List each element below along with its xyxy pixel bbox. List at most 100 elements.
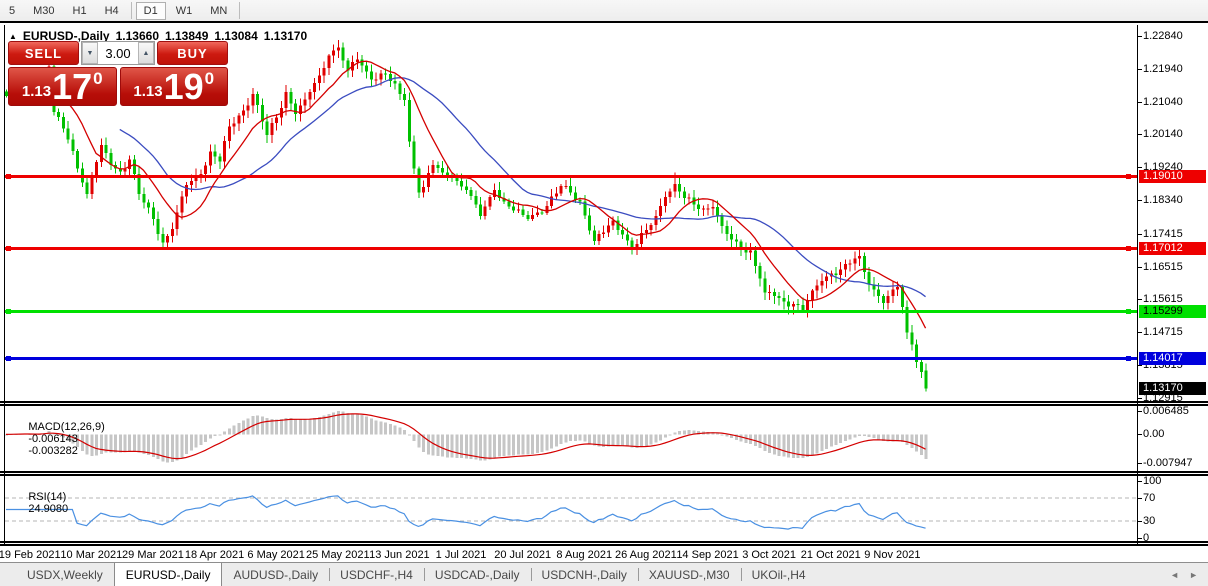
candle-body bbox=[583, 201, 587, 216]
macd-histogram-bar bbox=[346, 412, 350, 435]
candle-body bbox=[834, 273, 838, 276]
volume-input[interactable]: 3.00 bbox=[105, 45, 131, 61]
hline-anchor[interactable] bbox=[6, 246, 11, 252]
buy-button[interactable]: BUY bbox=[157, 41, 228, 65]
chart-window[interactable]: 1.22840 1.21940 1.21040 1.20140 1.19240 1.183… bbox=[0, 25, 1208, 562]
horizontal-level-line[interactable] bbox=[5, 174, 1137, 178]
tab-eurusd-daily[interactable]: EURUSD-,Daily bbox=[113, 563, 223, 586]
tab-xauusd-m30[interactable]: XAUUSD-,M30 bbox=[637, 563, 741, 586]
macd-histogram-bar bbox=[829, 434, 833, 447]
timeframe-button-d1[interactable]: D1 bbox=[135, 1, 166, 20]
candle-body bbox=[659, 206, 663, 217]
panel-separator[interactable] bbox=[0, 401, 1208, 406]
macd-histogram-bar bbox=[919, 434, 923, 456]
collapse-trade-panel-icon[interactable]: ▲ bbox=[9, 31, 17, 41]
macd-histogram-bar bbox=[204, 434, 208, 442]
candle-body bbox=[739, 241, 743, 249]
candle-body bbox=[905, 307, 909, 333]
candle-body bbox=[455, 177, 459, 181]
macd-histogram-bar bbox=[322, 415, 326, 435]
hline-anchor[interactable] bbox=[6, 355, 11, 361]
macd-indicator-canvas[interactable] bbox=[5, 406, 1136, 471]
timeframe-button-m30[interactable]: M30 bbox=[33, 4, 55, 17]
macd-histogram-bar bbox=[28, 434, 32, 436]
tabs-scroll-left-icon[interactable]: ◄ bbox=[1170, 570, 1180, 580]
timeframe-button-mn[interactable]: MN bbox=[210, 4, 228, 17]
tab-usdcnh-daily[interactable]: USDCNH-,Daily bbox=[530, 563, 638, 586]
hline-anchor[interactable] bbox=[1126, 173, 1131, 179]
candle-body bbox=[142, 194, 146, 203]
sell-price-panel[interactable]: 1.13 17 0 bbox=[8, 67, 117, 106]
macd-histogram-bar bbox=[673, 432, 677, 435]
macd-histogram-bar bbox=[488, 434, 492, 460]
macd-histogram-bar bbox=[516, 434, 520, 455]
candle-body bbox=[403, 93, 407, 101]
tab-audusd-daily[interactable]: AUDUSD-,Daily bbox=[233, 567, 319, 582]
macd-histogram-bar bbox=[332, 412, 336, 435]
hline-anchor[interactable] bbox=[1126, 308, 1131, 314]
macd-histogram-bar bbox=[109, 434, 113, 453]
timeframe-button-w1[interactable]: W1 bbox=[175, 4, 193, 17]
timeframe-button-h1[interactable]: H1 bbox=[72, 4, 87, 17]
candle-body bbox=[365, 65, 369, 72]
horizontal-level-line[interactable] bbox=[5, 356, 1137, 360]
macd-histogram-bar bbox=[734, 434, 738, 440]
hline-anchor[interactable] bbox=[1126, 246, 1131, 252]
volume-decrease-icon[interactable]: ▼ bbox=[82, 42, 98, 64]
price-axis-tick-mark bbox=[1137, 332, 1142, 334]
tab-usdchf-h4[interactable]: USDCHF-,H4 bbox=[329, 563, 424, 586]
tab-ukoil-h4[interactable]: UKOil-,H4 bbox=[740, 563, 817, 586]
tab-usdcad-daily[interactable]: USDCAD-,Daily bbox=[423, 563, 531, 586]
rsi-name: RSI(14) bbox=[28, 491, 67, 503]
panel-separator[interactable] bbox=[0, 541, 1208, 546]
panel-separator[interactable] bbox=[0, 471, 1208, 476]
candle-body bbox=[630, 240, 634, 250]
macd-histogram-bar bbox=[464, 434, 468, 459]
date-axis-label: 8 Aug 2021 bbox=[556, 549, 613, 561]
candle-body bbox=[237, 115, 241, 124]
candle-body bbox=[132, 159, 136, 174]
sell-button[interactable]: SELL bbox=[8, 41, 79, 65]
candle-body bbox=[758, 265, 762, 279]
date-axis-label: 6 May 2021 bbox=[247, 549, 305, 561]
candle-body bbox=[218, 156, 222, 162]
candle-body bbox=[327, 55, 331, 68]
tab-usdx-weekly[interactable]: USDX,Weekly bbox=[27, 567, 103, 582]
macd-histogram-bar bbox=[659, 434, 663, 441]
candle-body bbox=[678, 183, 682, 192]
macd-histogram-bar bbox=[279, 419, 283, 435]
candle-body bbox=[488, 197, 492, 207]
candle-body bbox=[502, 197, 506, 202]
candle-body bbox=[578, 199, 582, 202]
macd-histogram-bar bbox=[630, 434, 634, 448]
candle-body bbox=[123, 169, 127, 172]
candle-body bbox=[90, 177, 94, 195]
timeframe-button-5[interactable]: 5 bbox=[9, 4, 16, 17]
candle-body bbox=[839, 269, 843, 276]
candle-body bbox=[379, 73, 383, 80]
date-axis-label: 13 Jun 2021 bbox=[369, 549, 430, 561]
price-axis-tick-mark bbox=[1137, 299, 1142, 301]
macd-histogram-bar bbox=[128, 434, 132, 451]
hline-anchor[interactable] bbox=[6, 308, 11, 314]
horizontal-level-line[interactable] bbox=[5, 247, 1137, 251]
candle-body bbox=[910, 332, 914, 345]
sell-big-figure: 1.13 bbox=[21, 83, 52, 100]
candle-body bbox=[5, 91, 8, 96]
date-axis-label: 25 May 2021 bbox=[305, 549, 370, 561]
hline-anchor[interactable] bbox=[1126, 355, 1131, 361]
hline-anchor[interactable] bbox=[6, 173, 11, 179]
buy-price-panel[interactable]: 1.13 19 0 bbox=[119, 67, 228, 106]
price-axis-tick-mark bbox=[1137, 266, 1142, 268]
volume-increase-icon[interactable]: ▲ bbox=[138, 42, 154, 64]
rsi-indicator-canvas[interactable] bbox=[5, 476, 1136, 541]
horizontal-level-line[interactable] bbox=[5, 309, 1137, 313]
candle-body bbox=[768, 292, 772, 294]
candle-body bbox=[128, 159, 132, 170]
tabs-scroll-right-icon[interactable]: ► bbox=[1189, 570, 1198, 580]
timeframe-button-h4[interactable]: H4 bbox=[104, 4, 119, 17]
price-chart-canvas[interactable] bbox=[5, 25, 1136, 401]
candle-body bbox=[109, 153, 113, 166]
macd-histogram-bar bbox=[606, 434, 610, 447]
candle-body bbox=[289, 92, 293, 104]
